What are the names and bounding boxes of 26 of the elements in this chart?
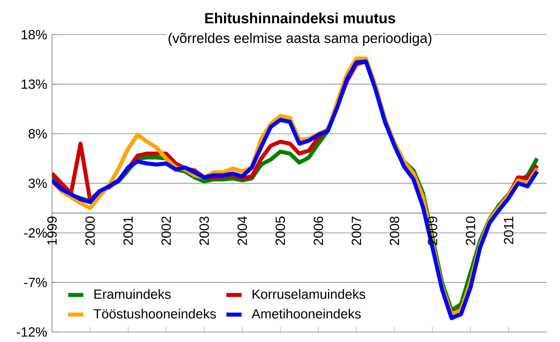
- x-tick-label: 2003: [199, 216, 209, 245]
- x-tick-label: 2000: [85, 216, 95, 245]
- x-tick-label: 1999: [47, 216, 57, 245]
- legend-label: Korruselamuindeks: [252, 289, 366, 299]
- x-tick-label: 2010: [466, 216, 476, 245]
- legend-label: Ametihooneindeks: [252, 308, 361, 319]
- legend-label: Tööstushooneindeks: [94, 308, 216, 319]
- y-tick-label: -12%: [16, 327, 47, 337]
- x-tick-label: 2006: [314, 216, 324, 245]
- legend-label: Eramuindeks: [94, 289, 171, 299]
- chart-title: Ehitushinnaindeksi muutus: [205, 12, 396, 24]
- y-tick-label: 18%: [22, 30, 47, 40]
- y-tick-label: 13%: [22, 80, 47, 89]
- chart-subtitle: (võrreldes eelmise aasta sama perioodiga): [168, 32, 432, 46]
- x-tick-label: 2008: [390, 216, 400, 245]
- y-tick-label: 3%: [28, 178, 47, 188]
- y-tick-label: -2%: [24, 228, 47, 238]
- x-tick-label: 2001: [123, 216, 133, 245]
- x-tick-label: 2009: [428, 216, 438, 245]
- x-tick-label: 2002: [161, 216, 171, 245]
- x-tick-label: 2004: [238, 216, 247, 245]
- y-tick-label: 8%: [28, 129, 47, 138]
- x-tick-label: 2005: [276, 216, 286, 245]
- x-tick-label: 2007: [352, 216, 362, 245]
- x-tick-label: 2011: [504, 216, 514, 244]
- y-tick-label: -7%: [24, 278, 47, 288]
